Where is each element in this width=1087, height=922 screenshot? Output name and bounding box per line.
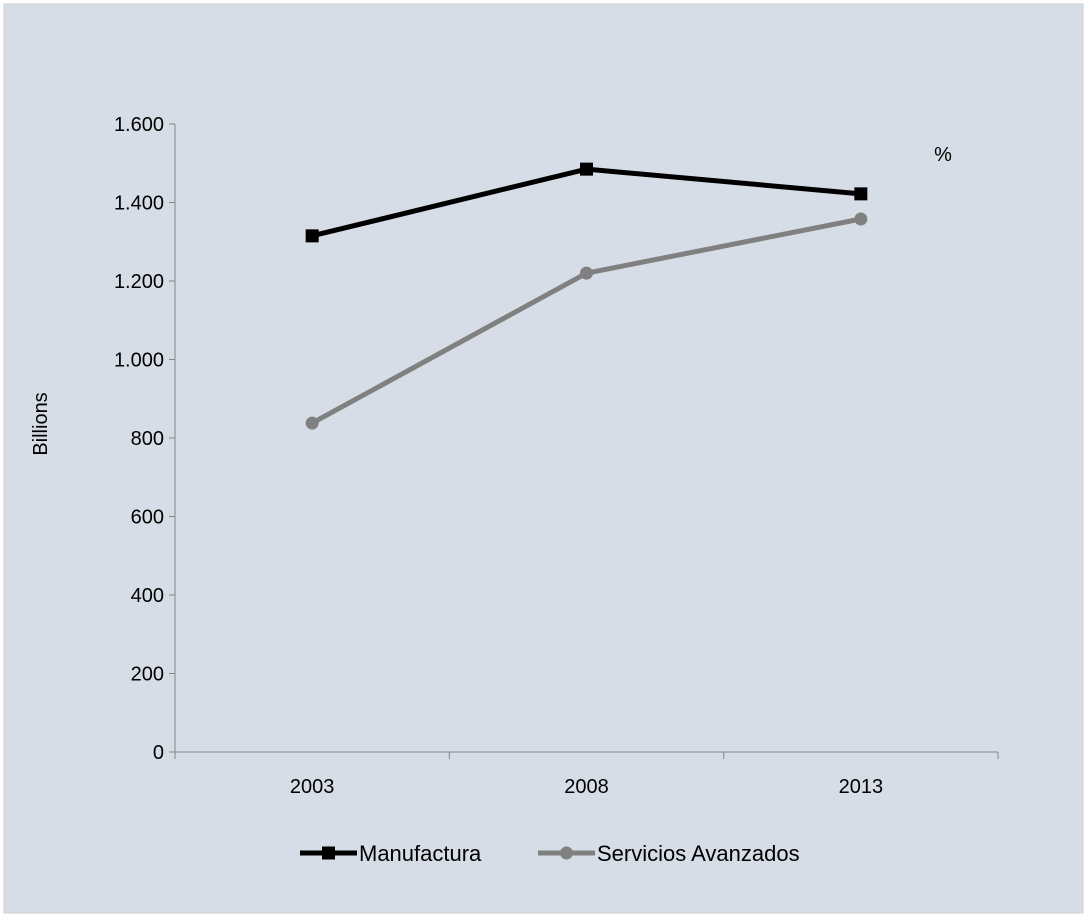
y-axis-title: Billions <box>30 392 52 455</box>
legend-marker-square <box>322 846 335 860</box>
x-tick-label: 2008 <box>564 776 609 798</box>
legend-marker-circle <box>560 846 573 860</box>
data-point-circle <box>854 212 868 226</box>
legend-label: Manufactura <box>359 841 482 866</box>
x-tick-label: 2003 <box>290 776 335 798</box>
chart-background <box>3 3 1084 914</box>
data-point-circle <box>305 416 319 430</box>
y-tick-label: 200 <box>131 664 164 686</box>
annotation-label: % <box>934 144 952 166</box>
y-tick-label: 0 <box>153 742 164 764</box>
y-tick-label: 1.200 <box>114 271 164 293</box>
y-tick-label: 1.600 <box>114 114 164 136</box>
data-point-square <box>580 162 593 176</box>
data-point-circle <box>580 266 593 280</box>
legend-label: Servicios Avanzados <box>597 841 800 866</box>
data-point-square <box>305 229 319 243</box>
data-point-square <box>854 187 868 201</box>
y-tick-label: 600 <box>131 507 164 529</box>
x-tick-label: 2013 <box>839 776 884 798</box>
y-tick-label: 1.400 <box>114 193 164 215</box>
y-tick-label: 800 <box>131 428 164 450</box>
y-tick-label: 400 <box>131 585 164 607</box>
y-tick-label: 1.000 <box>114 350 164 372</box>
